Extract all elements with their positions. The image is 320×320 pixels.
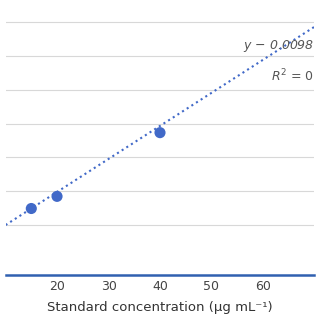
X-axis label: Standard concentration (μg mL⁻¹): Standard concentration (μg mL⁻¹) bbox=[47, 301, 273, 315]
Point bbox=[157, 130, 163, 135]
Point bbox=[29, 206, 34, 211]
Point bbox=[54, 194, 60, 199]
Text: $R^2$ = 0: $R^2$ = 0 bbox=[271, 68, 315, 84]
Text: $y$ − 0.0098: $y$ − 0.0098 bbox=[243, 38, 315, 54]
